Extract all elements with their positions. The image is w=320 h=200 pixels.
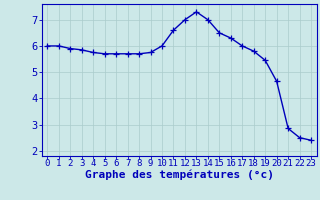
X-axis label: Graphe des températures (°c): Graphe des températures (°c)	[85, 169, 274, 180]
